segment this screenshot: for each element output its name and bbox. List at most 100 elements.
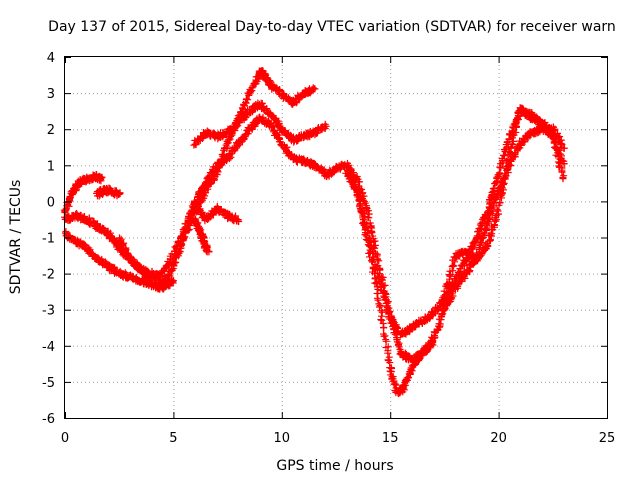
y-tick-label: 3	[47, 87, 55, 102]
data-point	[393, 335, 401, 343]
data-point	[501, 170, 509, 178]
data-point	[429, 337, 437, 345]
data-point	[384, 349, 392, 357]
data-point	[304, 132, 312, 140]
data-point	[210, 172, 218, 180]
data-point	[381, 281, 389, 289]
data-point	[244, 96, 252, 104]
y-tick-label: -5	[42, 376, 55, 391]
data-point	[263, 105, 271, 113]
data-point	[175, 249, 183, 257]
data-markers	[60, 67, 568, 398]
data-point	[447, 271, 455, 279]
data-point	[455, 272, 463, 280]
data-point	[170, 277, 178, 285]
y-tick-label: 0	[47, 195, 55, 210]
data-point	[502, 172, 510, 180]
data-point	[387, 313, 395, 321]
data-point	[234, 217, 242, 225]
data-point	[373, 256, 381, 264]
data-point	[504, 155, 512, 163]
data-point	[559, 173, 567, 181]
data-point	[439, 310, 447, 318]
data-point	[181, 233, 189, 241]
data-point	[499, 180, 507, 188]
data-point	[391, 380, 399, 388]
data-point	[374, 296, 382, 304]
data-point	[558, 168, 566, 176]
data-point	[357, 208, 365, 216]
grid	[65, 57, 607, 418]
axis-ticks: 0 5 10 15 20 25 -6 -5 -4 -3 -2 -1 0 1 2 3 4	[42, 51, 615, 446]
data-point	[550, 139, 558, 147]
data-point	[488, 188, 496, 196]
data-point	[387, 368, 395, 376]
data-point	[506, 149, 514, 157]
data-point	[493, 206, 501, 214]
data-point	[560, 160, 568, 168]
data-point	[349, 169, 357, 177]
data-point	[485, 237, 493, 245]
data-point	[380, 332, 388, 340]
data-point	[549, 132, 557, 140]
data-point	[494, 207, 502, 215]
x-tick-label: 0	[61, 431, 69, 446]
data-point	[97, 177, 105, 185]
data-point	[116, 189, 124, 197]
series-11	[440, 104, 568, 300]
data-point	[356, 200, 364, 208]
data-point	[490, 184, 498, 192]
data-point	[375, 303, 383, 311]
data-point	[507, 144, 515, 152]
data-point	[505, 147, 513, 155]
data-point	[367, 227, 375, 235]
data-point	[366, 238, 374, 246]
data-point	[66, 195, 74, 203]
data-point	[396, 389, 404, 397]
data-point	[240, 133, 248, 141]
data-point	[484, 242, 492, 250]
data-point	[389, 323, 397, 331]
data-point	[364, 229, 372, 237]
data-point	[184, 227, 192, 235]
data-point	[65, 199, 73, 207]
series-6	[190, 202, 243, 226]
data-point	[498, 184, 506, 192]
series-5	[190, 99, 330, 149]
data-point	[486, 231, 494, 239]
data-point	[322, 122, 330, 130]
data-point	[378, 316, 386, 324]
data-point	[394, 341, 402, 349]
plot-frame	[64, 56, 608, 419]
data-point	[358, 186, 366, 194]
y-axis-label: SDTVAR / TECUs	[8, 180, 24, 295]
data-point	[441, 291, 449, 299]
data-point	[361, 213, 369, 221]
series-10	[343, 159, 437, 366]
y-tick-label: 4	[47, 51, 55, 66]
data-point	[177, 240, 185, 248]
data-point	[360, 198, 368, 206]
x-tick-label: 15	[382, 431, 399, 446]
x-tick-label: 20	[490, 431, 507, 446]
data-point	[377, 316, 385, 324]
x-tick-label: 5	[169, 431, 177, 446]
data-point	[62, 206, 70, 214]
data-point	[280, 127, 288, 135]
data-point	[311, 85, 319, 93]
data-point	[509, 137, 517, 145]
data-point	[386, 307, 394, 315]
data-point	[371, 244, 379, 252]
chart-title: Day 137 of 2015, Sidereal Day-to-day VTE…	[48, 19, 616, 35]
series-0	[60, 170, 106, 217]
data-point	[378, 308, 386, 316]
data-point	[511, 123, 519, 131]
data-point	[390, 326, 398, 334]
series-7	[190, 215, 213, 256]
data-point	[365, 214, 373, 222]
data-point	[248, 124, 256, 132]
data-point	[496, 199, 504, 207]
data-point	[382, 337, 390, 345]
